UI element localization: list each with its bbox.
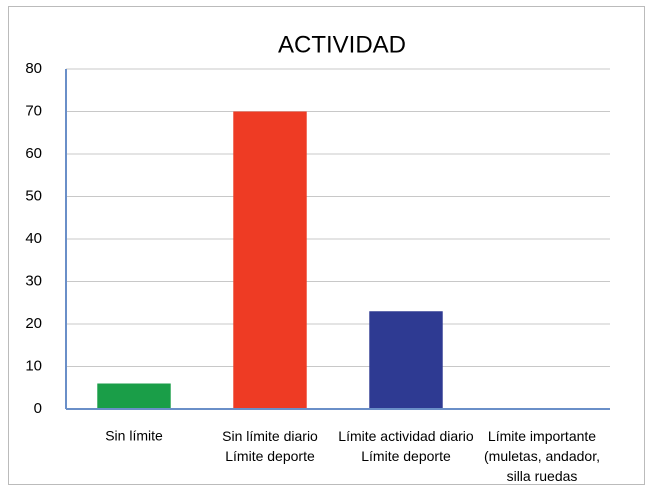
x-tick-label: Sin límite diario Límite deporte [222,428,318,464]
bar [369,311,443,409]
bar [233,111,307,409]
y-tick-label: 80 [25,60,42,77]
y-tick-label: 20 [25,315,42,332]
y-tick-label: 0 [34,400,42,417]
y-tick-label: 50 [25,187,42,204]
y-tick-label: 70 [25,102,42,119]
y-tick-label: 60 [25,145,42,162]
chart-border [8,6,645,485]
bar [97,383,171,409]
x-tick-label: Límite actividad diario Límite deporte [338,428,474,464]
chart-title: ACTIVIDAD [278,31,406,58]
y-tick-label: 30 [25,272,42,289]
x-tick-label: Sin límite [105,428,163,444]
y-tick-label: 10 [25,357,42,374]
y-tick-label: 40 [25,230,42,247]
x-tick-label: Límite importante (muletas, andador, silla… [484,428,600,484]
